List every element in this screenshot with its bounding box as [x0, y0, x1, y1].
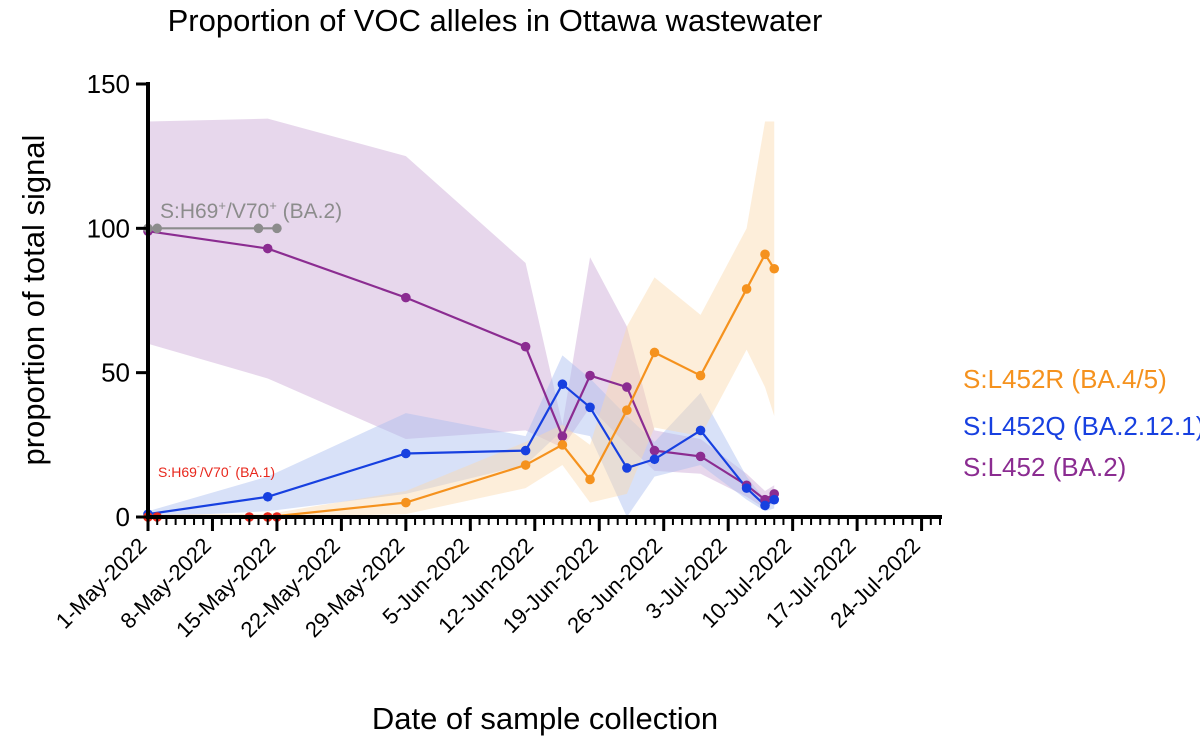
annotation-part: /V70 [200, 464, 229, 480]
annotation-H69: S:H69+/V70+ (BA.2) [160, 198, 342, 223]
point-L452R-10 [760, 249, 770, 260]
point-L452Q-6 [622, 463, 632, 473]
y-tick-label-150: 150 [87, 69, 130, 99]
x-axis-title: Date of sample collection [372, 701, 718, 736]
annotation-part: - [197, 461, 200, 471]
y-axis-title: proportion of total signal [16, 135, 51, 466]
point-H69-2 [253, 223, 264, 234]
point-L452R-11 [769, 263, 780, 274]
annotation-part: /V70 [226, 200, 269, 223]
point-H69-3 [272, 223, 282, 234]
confidence-bands [148, 118, 775, 517]
point-L452-3 [520, 341, 531, 352]
point-L452Q-4 [557, 379, 568, 390]
annotation-part: + [269, 198, 277, 213]
point-L452-2 [401, 292, 411, 303]
annotation-part: (BA.1) [232, 464, 276, 480]
point-L452-1 [262, 243, 273, 254]
band-L452 [148, 118, 775, 509]
series-points [143, 223, 780, 522]
point-L452R-6 [622, 405, 632, 415]
legend-entry-2: S:L452 (BA.2) [963, 452, 1126, 482]
annotation-part: S:H69 [160, 200, 218, 223]
point-L452Q-7 [649, 454, 660, 465]
point-L452Q-9 [741, 483, 752, 493]
point-H69-1 [152, 223, 163, 234]
band-L452Q [148, 355, 775, 517]
annotations: S:H69+/V70+ (BA.2)S:H69-/V70- (BA.1) [158, 198, 342, 480]
line-L452R [148, 252, 776, 519]
point-L452Q-3 [520, 445, 531, 456]
point-L452R-4 [557, 440, 568, 450]
y-tick-label-50: 50 [101, 358, 130, 388]
annotation-part: S:H69 [158, 464, 197, 480]
point-L452-8 [695, 451, 706, 462]
legend-entry-1: S:L452Q (BA.2.12.1) [963, 411, 1200, 441]
annotation-part: + [218, 198, 226, 213]
point-L452R-2 [401, 497, 411, 508]
y-tick-label-100: 100 [87, 213, 130, 243]
point-L452R-3 [520, 460, 531, 470]
point-L452R-7 [649, 347, 660, 358]
point-L452Q-8 [695, 425, 706, 436]
point-L452Q-1 [262, 491, 273, 502]
annotation-H69del: S:H69-/V70- (BA.1) [158, 461, 275, 480]
point-L452-7 [649, 445, 660, 456]
chart-title: Proportion of VOC alleles in Ottawa wast… [168, 3, 823, 38]
point-L452R-8 [695, 370, 706, 381]
annotation-part: - [229, 461, 232, 471]
legend: S:L452R (BA.4/5) S:L452Q (BA.2.12.1) S:L45… [963, 364, 1200, 482]
y-tick-label-0: 0 [116, 502, 130, 532]
point-L452R-9 [741, 284, 752, 294]
point-L452Q-10 [760, 500, 770, 511]
band-L452R [148, 121, 775, 517]
point-L452R-5 [585, 474, 595, 485]
point-L452-4 [557, 431, 568, 441]
annotation-part: (BA.2) [277, 200, 342, 223]
point-L452Q-2 [401, 448, 411, 459]
point-L452-6 [622, 382, 632, 392]
legend-entry-0: S:L452R (BA.4/5) [963, 364, 1167, 394]
point-L452Q-5 [585, 402, 595, 413]
point-L452Q-11 [769, 494, 780, 505]
point-L452-5 [585, 370, 595, 381]
